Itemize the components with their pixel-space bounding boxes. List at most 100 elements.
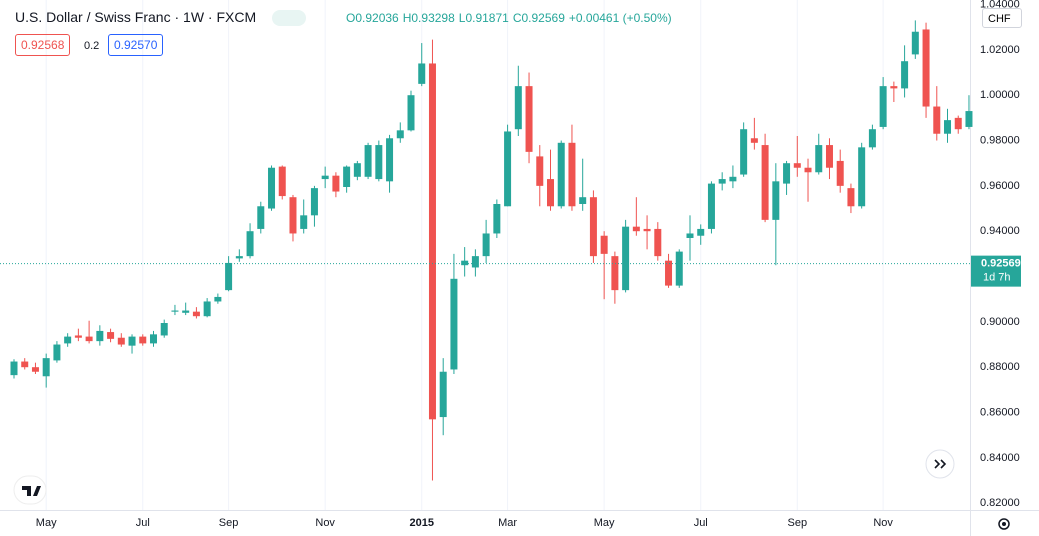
- spread: 0.2: [84, 40, 100, 52]
- candle-body: [665, 260, 673, 286]
- candle-body: [64, 336, 72, 344]
- candle-body: [547, 179, 554, 207]
- candle-body: [772, 181, 780, 220]
- candle-body: [589, 197, 597, 257]
- candle-body: [525, 86, 533, 152]
- title: U.S. Dollar / Swiss Franc · 1W · FXCM: [15, 9, 257, 25]
- candle-body: [836, 160, 844, 186]
- sell-price[interactable]: 0.92568: [15, 34, 71, 56]
- candle-body: [192, 311, 200, 317]
- candle-body: [203, 301, 211, 317]
- candle-body: [310, 188, 318, 216]
- candle-body: [557, 142, 565, 207]
- candle-body: [139, 336, 147, 344]
- y-tick-label: 1.02000: [980, 44, 1020, 56]
- x-tick-label: Nov: [873, 517, 893, 529]
- ohlc-item: H0.93298: [402, 11, 455, 25]
- candle-body: [750, 138, 758, 143]
- symbol-title: U.S. Dollar / Swiss Franc · 1W · FXCM: [15, 9, 307, 27]
- x-tick-label: Sep: [788, 517, 808, 529]
- candle-body: [707, 183, 715, 229]
- candle-body: [85, 336, 93, 342]
- y-tick-label: 0.98000: [980, 134, 1020, 146]
- candle-body: [10, 361, 18, 376]
- candle-body: [718, 179, 726, 184]
- x-tick-label: Jul: [136, 517, 150, 529]
- y-tick-label: 0.84000: [980, 452, 1020, 464]
- candle-body: [697, 228, 705, 236]
- candle-body: [235, 256, 243, 259]
- candle-body: [632, 226, 640, 232]
- candle-body: [149, 334, 157, 344]
- y-tick-label: 0.90000: [980, 316, 1020, 328]
- x-tick-label: Sep: [219, 517, 239, 529]
- countdown: 1d 7h: [983, 272, 1011, 284]
- y-tick-label: 0.94000: [980, 225, 1020, 237]
- candle-body: [611, 256, 619, 291]
- candle-body: [783, 163, 791, 184]
- ohlc-item: O0.92036: [346, 11, 399, 25]
- ohlc-item: +0.00461 (+0.50%): [568, 11, 672, 25]
- candle-body: [600, 235, 608, 254]
- candle-body: [300, 215, 308, 229]
- overlay: 0.820000.840000.860000.880000.900000.920…: [0, 0, 1021, 529]
- status: [272, 10, 307, 27]
- candle-body: [686, 233, 694, 238]
- candle-body: [117, 337, 125, 345]
- candle-body: [654, 228, 662, 257]
- candle-body: [729, 176, 737, 182]
- candle-body: [321, 175, 329, 180]
- candle-body: [332, 175, 340, 192]
- candle-body: [31, 367, 39, 372]
- candle-body: [268, 167, 276, 209]
- currency-select[interactable]: CHF: [982, 8, 1022, 28]
- candle-body: [396, 130, 404, 139]
- last-price-box: [971, 255, 1021, 287]
- candle-body: [96, 330, 104, 342]
- candle-body: [675, 251, 683, 286]
- tv-logo: [13, 475, 47, 505]
- candle-body: [643, 228, 651, 232]
- x-tick-label: Mar: [498, 517, 517, 529]
- candle-body: [471, 256, 479, 268]
- candle-body: [579, 197, 587, 204]
- candle-body: [568, 142, 576, 207]
- candle-body: [289, 197, 297, 234]
- candle-body: [868, 129, 876, 148]
- buy-price[interactable]: 0.92570: [108, 34, 164, 56]
- candle-body: [42, 358, 50, 377]
- ohlc-item: C0.92569: [512, 11, 565, 25]
- candle-body: [954, 117, 962, 130]
- candle-body: [536, 156, 544, 186]
- scroll-button[interactable]: [925, 449, 955, 479]
- x-tick-label: May: [594, 517, 615, 529]
- candle-body: [761, 145, 769, 220]
- candle-body: [793, 163, 801, 168]
- candle-body: [965, 111, 973, 127]
- y-tick-label: 0.86000: [980, 406, 1020, 418]
- candle-body: [804, 167, 812, 173]
- candle-body: [353, 163, 361, 177]
- candle-body: [182, 310, 190, 313]
- candle-body: [128, 336, 136, 346]
- candle-body: [879, 86, 887, 127]
- candle-body: [911, 31, 919, 55]
- y-tick-label: 1.04000: [980, 0, 1020, 10]
- candle-body: [386, 138, 394, 182]
- candle-body: [107, 332, 115, 339]
- candle-body: [439, 371, 447, 418]
- y-tick-label: 0.88000: [980, 361, 1020, 373]
- candle-body: [343, 166, 351, 187]
- candles: [10, 20, 973, 481]
- settings-icon[interactable]: [998, 518, 1010, 530]
- candle-body: [622, 226, 630, 291]
- ohlc-values: O0.92036 H0.93298 L0.91871 C0.92569 +0.00461…: [346, 11, 676, 25]
- candle-body: [418, 63, 426, 84]
- candle-body: [364, 145, 372, 177]
- candle-body: [504, 131, 512, 207]
- ohlc-item: L0.91871: [458, 11, 509, 25]
- candle-body: [944, 120, 952, 134]
- candle-body: [225, 262, 233, 291]
